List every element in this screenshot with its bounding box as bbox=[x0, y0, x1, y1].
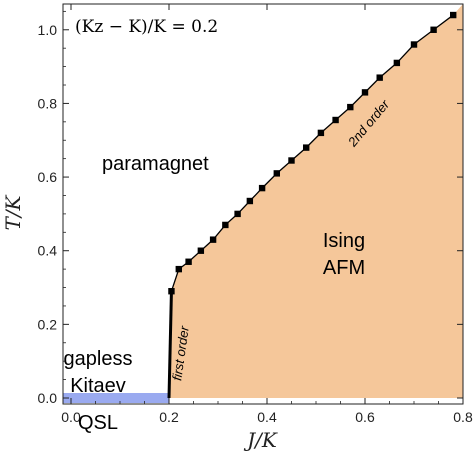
data-point-16 bbox=[376, 74, 383, 81]
y-tick-label-3: 0.6 bbox=[38, 169, 58, 185]
data-point-20 bbox=[450, 11, 457, 19]
y-tick-label-5: 1.0 bbox=[38, 22, 58, 38]
data-point-15 bbox=[361, 89, 369, 96]
x-tick-label-0: 0.0 bbox=[61, 409, 81, 425]
data-point-1 bbox=[175, 265, 182, 273]
y-tick-label-4: 0.8 bbox=[38, 95, 58, 111]
data-point-10 bbox=[288, 157, 295, 164]
y-tick-label-0: 0.0 bbox=[38, 390, 58, 406]
x-tick-label-1: 0.2 bbox=[159, 409, 179, 425]
qsl-band bbox=[63, 393, 169, 403]
data-point-0 bbox=[168, 288, 175, 295]
y-tick-label-2: 0.4 bbox=[38, 243, 58, 259]
data-point-4 bbox=[209, 236, 217, 243]
qsl-label-line2: Kitaev bbox=[70, 375, 126, 397]
data-point-14 bbox=[347, 103, 354, 111]
data-point-11 bbox=[303, 144, 310, 151]
qsl-label-line1: gapless bbox=[64, 348, 133, 370]
data-point-6 bbox=[234, 210, 241, 218]
ising-afm-label-line2: AFM bbox=[323, 257, 365, 279]
data-point-2 bbox=[185, 258, 192, 265]
first-order-line bbox=[167, 291, 173, 399]
afm-region bbox=[169, 4, 463, 398]
chart-title: (Kz − K)/K = 0.2 bbox=[75, 17, 218, 37]
axes: 0.0 0.2 0.4 0.6 0.8 0.0 0.2 0.4 0.6 0.8 1.0 bbox=[38, 3, 473, 425]
labels: (Kz − K)/K = 0.2 J/K T/K paramagnet Isin… bbox=[1, 17, 393, 452]
ising-afm-label-line1: Ising bbox=[323, 230, 365, 252]
data-point-19 bbox=[430, 26, 437, 33]
plot-area bbox=[63, 4, 463, 403]
data-point-17 bbox=[393, 59, 401, 67]
data-point-8 bbox=[258, 184, 266, 192]
x-tick-label-4: 0.8 bbox=[453, 409, 473, 425]
data-point-9 bbox=[273, 170, 280, 177]
y-axis-label: T/K bbox=[1, 194, 25, 230]
data-point-13 bbox=[332, 116, 339, 124]
paramagnet-label: paramagnet bbox=[102, 153, 209, 175]
data-point-5 bbox=[222, 221, 229, 229]
data-point-3 bbox=[197, 247, 205, 254]
x-tick-label-3: 0.6 bbox=[355, 409, 375, 425]
data-point-12 bbox=[317, 129, 325, 137]
x-axis-label: J/K bbox=[243, 428, 278, 452]
x-tick-label-2: 0.4 bbox=[257, 409, 277, 425]
plot-frame bbox=[62, 3, 464, 405]
y-tick-label-1: 0.2 bbox=[38, 316, 58, 332]
qsl-label-line3: QSL bbox=[78, 412, 118, 434]
data-point-18 bbox=[410, 41, 418, 48]
data-point-7 bbox=[246, 197, 254, 205]
